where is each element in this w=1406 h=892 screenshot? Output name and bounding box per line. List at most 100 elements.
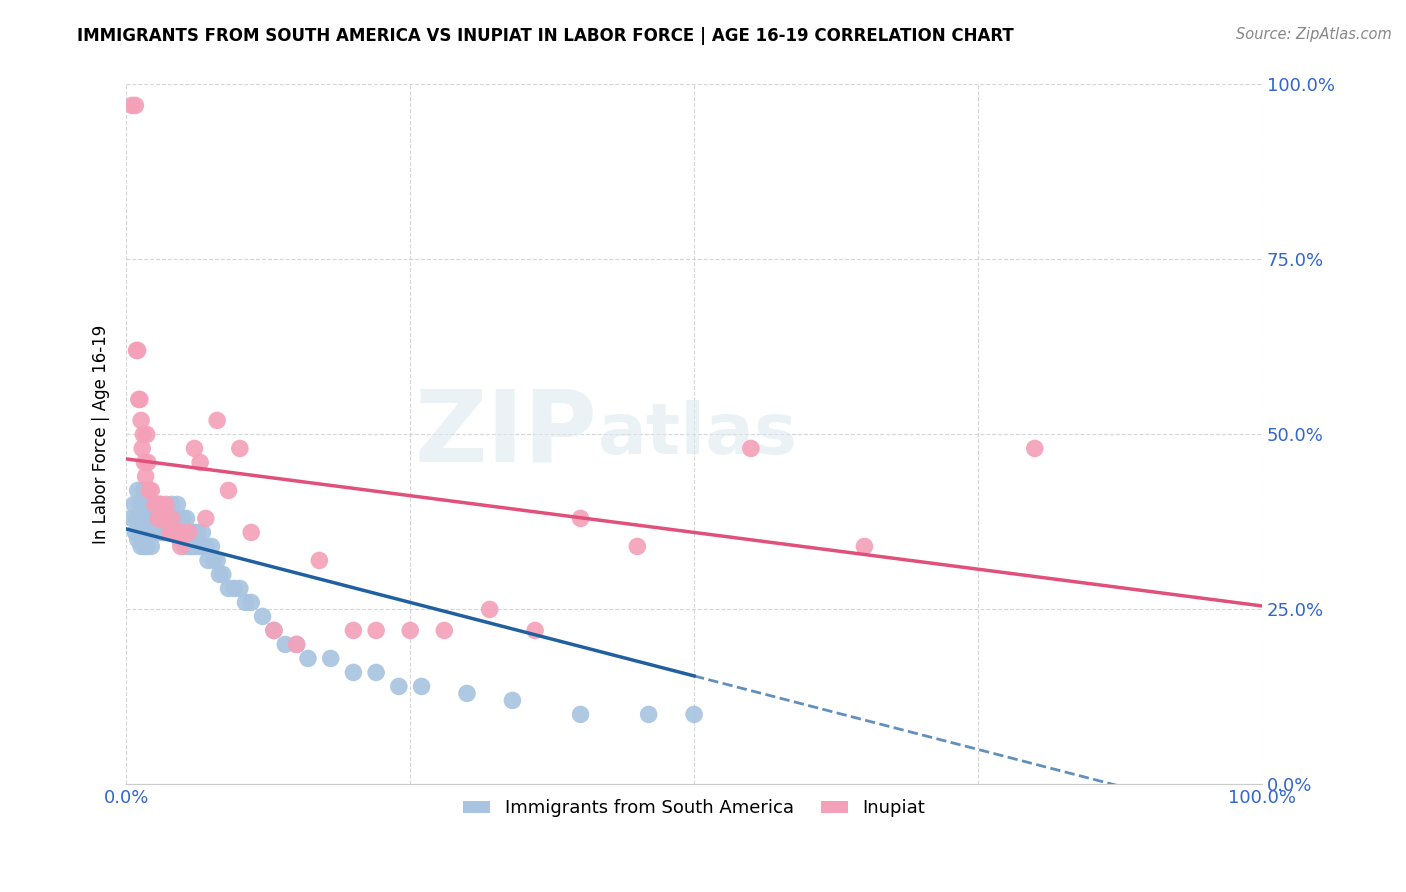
Point	[342, 665, 364, 680]
Point	[152, 511, 174, 525]
Point	[135, 525, 157, 540]
Point	[319, 651, 342, 665]
Point	[569, 707, 592, 722]
Point	[122, 498, 145, 512]
Point	[148, 511, 170, 525]
Point	[141, 540, 163, 554]
Point	[524, 624, 547, 638]
Point	[143, 511, 166, 525]
Point	[160, 511, 183, 525]
Point	[183, 442, 205, 456]
Legend: Immigrants from South America, Inupiat: Immigrants from South America, Inupiat	[456, 792, 932, 824]
Point	[179, 540, 201, 554]
Point	[129, 498, 152, 512]
Point	[141, 483, 163, 498]
Point	[177, 525, 200, 540]
Point	[163, 525, 186, 540]
Point	[240, 525, 263, 540]
Point	[202, 553, 225, 567]
Point	[200, 540, 222, 554]
Point	[157, 525, 180, 540]
Point	[170, 540, 193, 554]
Point	[129, 511, 152, 525]
Point	[129, 525, 152, 540]
Point	[155, 525, 177, 540]
Point	[146, 511, 169, 525]
Point	[149, 498, 172, 512]
Point	[135, 540, 157, 554]
Point	[285, 637, 308, 651]
Point	[153, 525, 176, 540]
Point	[180, 525, 202, 540]
Point	[136, 525, 159, 540]
Point	[1024, 442, 1046, 456]
Point	[172, 511, 194, 525]
Point	[456, 686, 478, 700]
Point	[170, 518, 193, 533]
Point	[129, 540, 152, 554]
Point	[129, 413, 152, 427]
Point	[240, 595, 263, 609]
Y-axis label: In Labor Force | Age 16-19: In Labor Force | Age 16-19	[93, 325, 110, 544]
Point	[194, 511, 217, 525]
Point	[263, 624, 285, 638]
Point	[128, 392, 150, 407]
Point	[626, 540, 648, 554]
Point	[121, 511, 143, 525]
Point	[165, 525, 187, 540]
Point	[194, 540, 217, 554]
Point	[159, 511, 181, 525]
Point	[478, 602, 501, 616]
Point	[146, 525, 169, 540]
Point	[143, 498, 166, 512]
Point	[124, 98, 146, 112]
Point	[132, 427, 155, 442]
Point	[169, 533, 191, 547]
Point	[152, 525, 174, 540]
Point	[229, 582, 252, 596]
Point	[134, 511, 156, 525]
Point	[149, 525, 172, 540]
Point	[138, 525, 160, 540]
Point	[174, 540, 197, 554]
Point	[683, 707, 706, 722]
Point	[388, 680, 411, 694]
Point	[342, 624, 364, 638]
Point	[208, 567, 231, 582]
Point	[127, 483, 149, 498]
Point	[308, 553, 330, 567]
Point	[191, 525, 214, 540]
Point	[205, 413, 228, 427]
Point	[128, 518, 150, 533]
Point	[121, 98, 143, 112]
Point	[135, 511, 157, 525]
Point	[138, 498, 160, 512]
Point	[127, 511, 149, 525]
Point	[263, 624, 285, 638]
Point	[366, 624, 388, 638]
Point	[166, 498, 188, 512]
Point	[131, 442, 153, 456]
Point	[143, 498, 166, 512]
Text: Source: ZipAtlas.com: Source: ZipAtlas.com	[1236, 27, 1392, 42]
Point	[184, 540, 207, 554]
Point	[125, 511, 148, 525]
Point	[188, 455, 211, 469]
Point	[139, 511, 162, 525]
Point	[172, 525, 194, 540]
Point	[124, 525, 146, 540]
Point	[166, 525, 188, 540]
Point	[134, 540, 156, 554]
Point	[229, 442, 252, 456]
Point	[162, 511, 184, 525]
Point	[501, 693, 523, 707]
Point	[740, 442, 762, 456]
Point	[569, 511, 592, 525]
Point	[159, 525, 181, 540]
Point	[433, 624, 456, 638]
Point	[136, 498, 159, 512]
Point	[235, 595, 257, 609]
Point	[132, 533, 155, 547]
Point	[156, 511, 179, 525]
Point	[205, 553, 228, 567]
